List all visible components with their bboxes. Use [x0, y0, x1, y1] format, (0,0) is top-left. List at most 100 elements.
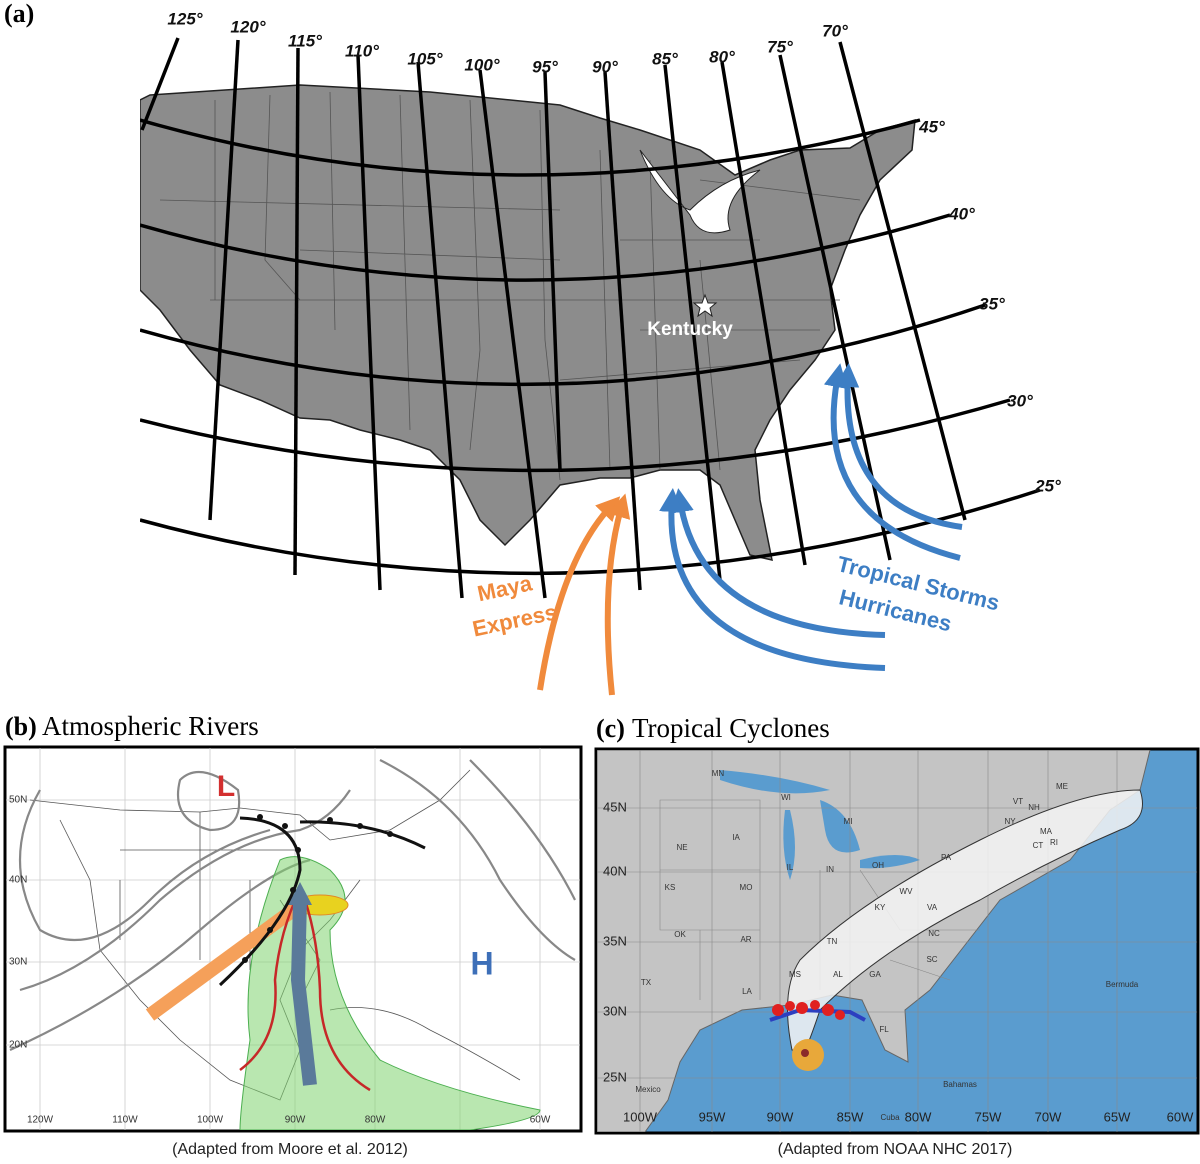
panel-title: Tropical Cyclones: [632, 713, 830, 743]
lat-label: 35N: [603, 933, 627, 948]
place-label: Bahamas: [943, 1080, 977, 1089]
lon-label: 70W: [1035, 1109, 1062, 1124]
state-label: OK: [674, 930, 686, 939]
panel-label: (b): [5, 712, 37, 741]
state-label: KY: [875, 903, 886, 912]
state-label: AL: [833, 970, 843, 979]
latitude-label: 45°: [918, 117, 945, 136]
moisture-plume: [239, 856, 541, 1130]
state-label: NH: [1028, 803, 1040, 812]
state-label: AR: [740, 935, 751, 944]
state-label: PA: [941, 853, 952, 862]
lon-label: 100W: [197, 1115, 224, 1126]
longitude-label: 80°: [709, 47, 735, 66]
place-label: Cuba: [880, 1113, 900, 1122]
place-label: Bermuda: [1106, 980, 1139, 989]
lon-label: 95W: [699, 1109, 726, 1124]
star-marker: [692, 293, 718, 318]
caption: (Adapted from NOAA NHC 2017): [778, 1141, 1013, 1158]
lon-label: 120W: [27, 1115, 54, 1126]
place-label: Mexico: [635, 1085, 661, 1094]
longitude-label: 90°: [592, 57, 618, 76]
state-label: MA: [1040, 827, 1053, 836]
state-label: IL: [787, 863, 794, 872]
lon-label: 100W: [623, 1109, 658, 1124]
caption: (Adapted from Moore et al. 2012): [172, 1141, 408, 1158]
front: [218, 816, 426, 987]
state-label: MI: [844, 817, 853, 826]
state-label: ME: [1056, 782, 1068, 791]
lon-label: 85W: [837, 1109, 864, 1124]
state-label: WV: [900, 887, 914, 896]
longitude-label: 100°: [464, 55, 499, 74]
panel-c-map: [597, 750, 1197, 1132]
lat-label: 30N: [9, 957, 27, 968]
lat-label: 40N: [603, 863, 627, 878]
graticule: [140, 37, 1041, 599]
state-label: VT: [1013, 797, 1023, 806]
flow-arrows: [537, 293, 963, 696]
state-label: TX: [641, 978, 652, 987]
lat-label: 50N: [9, 795, 27, 806]
state-label: MS: [789, 970, 801, 979]
lon-label: 75W: [975, 1109, 1002, 1124]
lon-label: 65W: [1104, 1109, 1131, 1124]
lat-label: 40N: [9, 875, 27, 886]
state-label: CT: [1033, 841, 1044, 850]
flow-lines: [239, 889, 371, 1092]
longitude-label: 110°: [345, 41, 379, 60]
latitude-label: 40°: [948, 204, 975, 223]
lon-label: 80W: [365, 1115, 386, 1126]
longitude-label: 85°: [652, 49, 678, 68]
longitude-label: 120°: [230, 17, 265, 36]
state-label: LA: [742, 987, 752, 996]
state-label: MN: [712, 769, 725, 778]
state-label: VA: [927, 903, 938, 912]
lon-label: 60W: [1167, 1109, 1194, 1124]
latitude-label: 35°: [979, 294, 1005, 313]
state-label: TN: [827, 937, 838, 946]
lat-label: 20N: [9, 1040, 27, 1051]
lon-label: 80W: [905, 1109, 932, 1124]
latitude-label: 30°: [1007, 391, 1033, 410]
panel-b-map: [6, 748, 580, 1130]
state-label: SC: [926, 955, 937, 964]
panel-a-map: [140, 37, 1041, 599]
lon-label: 90W: [285, 1115, 306, 1126]
lon-label: 90W: [767, 1109, 794, 1124]
us-landmass: [140, 84, 916, 561]
state-borders: [159, 91, 861, 481]
state-label: IN: [826, 865, 834, 874]
lat-label: 30N: [603, 1003, 627, 1018]
state-label: OH: [872, 861, 884, 870]
latitude-label: 25°: [1034, 476, 1061, 495]
state-label: WI: [781, 793, 791, 802]
lat-label: 25N: [603, 1069, 627, 1084]
longitude-label: 115°: [288, 31, 322, 50]
pressure-label: L: [217, 770, 235, 803]
panel-label: (c): [596, 714, 625, 743]
state-label: KS: [665, 883, 676, 892]
state-label: GA: [869, 970, 881, 979]
panel-title: Atmospheric Rivers: [42, 711, 259, 741]
state-label: NY: [1004, 817, 1016, 826]
state-label: NE: [676, 843, 687, 852]
forecast-cone: [787, 789, 1143, 1051]
longitude-label: 125°: [167, 9, 202, 28]
longitude-label: 95°: [532, 57, 558, 76]
state-label: Kentucky: [647, 319, 733, 340]
longitude-label: 105°: [407, 49, 442, 68]
pressure-label: H: [470, 945, 493, 981]
panel-label: (a): [4, 0, 34, 28]
great-lakes: [639, 149, 761, 234]
state-label: FL: [879, 1025, 889, 1034]
state-label: RI: [1050, 838, 1058, 847]
flow-label: Maya: [475, 570, 535, 606]
longitude-label: 75°: [767, 37, 793, 56]
longitude-label: 70°: [822, 21, 848, 40]
lat-label: 45N: [603, 799, 627, 814]
lon-label: 60W: [530, 1115, 551, 1126]
state-label: NC: [928, 929, 940, 938]
state-label: MO: [740, 883, 753, 892]
